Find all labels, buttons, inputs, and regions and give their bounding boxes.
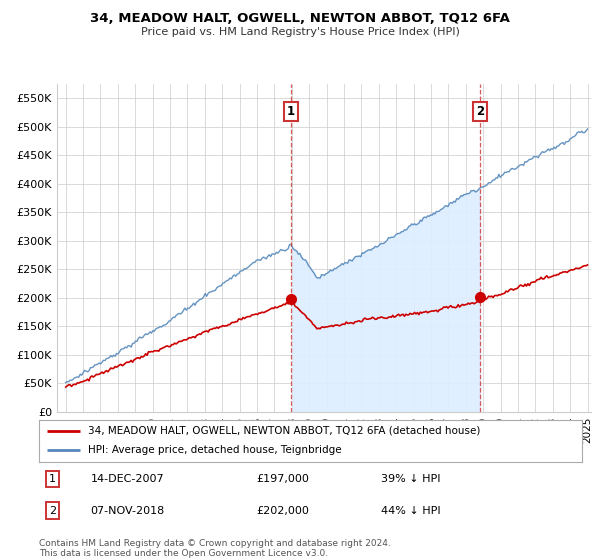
Text: 1: 1 <box>49 474 56 484</box>
Text: HPI: Average price, detached house, Teignbridge: HPI: Average price, detached house, Teig… <box>88 445 341 455</box>
Text: 39% ↓ HPI: 39% ↓ HPI <box>381 474 440 484</box>
Text: 14-DEC-2007: 14-DEC-2007 <box>91 474 164 484</box>
Text: 07-NOV-2018: 07-NOV-2018 <box>91 506 165 516</box>
Text: 44% ↓ HPI: 44% ↓ HPI <box>381 506 441 516</box>
Text: £202,000: £202,000 <box>256 506 309 516</box>
Text: £197,000: £197,000 <box>256 474 309 484</box>
Text: 2: 2 <box>476 105 484 118</box>
Text: 34, MEADOW HALT, OGWELL, NEWTON ABBOT, TQ12 6FA: 34, MEADOW HALT, OGWELL, NEWTON ABBOT, T… <box>90 12 510 25</box>
Text: 2: 2 <box>49 506 56 516</box>
Text: 1: 1 <box>287 105 295 118</box>
Text: 34, MEADOW HALT, OGWELL, NEWTON ABBOT, TQ12 6FA (detached house): 34, MEADOW HALT, OGWELL, NEWTON ABBOT, T… <box>88 426 480 436</box>
Text: Price paid vs. HM Land Registry's House Price Index (HPI): Price paid vs. HM Land Registry's House … <box>140 27 460 37</box>
Text: Contains HM Land Registry data © Crown copyright and database right 2024.
This d: Contains HM Land Registry data © Crown c… <box>39 539 391 558</box>
